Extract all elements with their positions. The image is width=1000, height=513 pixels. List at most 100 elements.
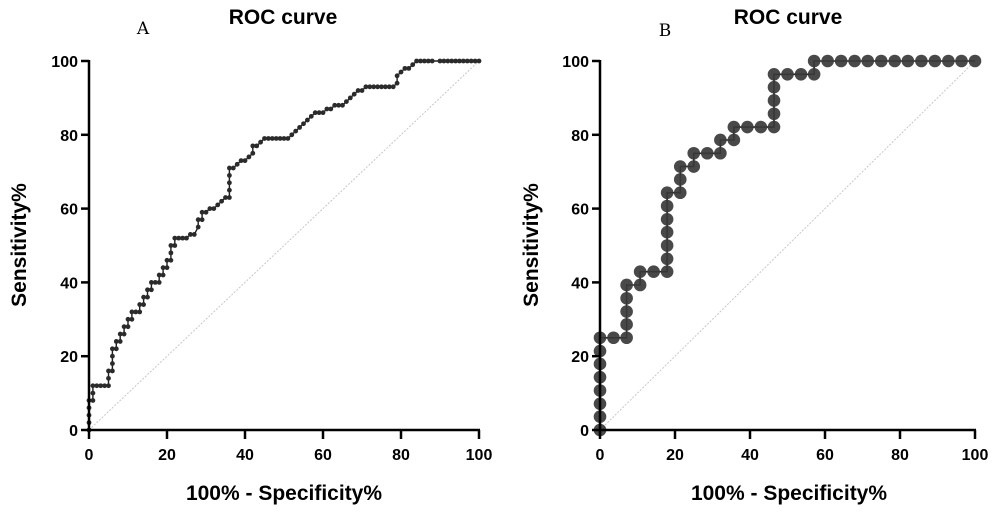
roc-data-point: [90, 390, 96, 396]
roc-data-point: [848, 54, 861, 68]
y-tick-label: 80: [571, 128, 589, 145]
roc-data-point: [98, 383, 104, 389]
roc-data-point: [472, 58, 478, 64]
y-axis-label: Sensitivity%: [8, 183, 31, 307]
roc-data-point: [102, 383, 107, 389]
roc-data-point: [141, 294, 147, 300]
roc-data-point: [234, 161, 240, 167]
y-axis-label: Sensitivity%: [520, 183, 543, 307]
roc-data-point: [149, 287, 154, 293]
roc-data-point: [277, 136, 283, 141]
roc-data-point: [250, 150, 256, 156]
roc-data-point: [714, 133, 727, 147]
roc-data-point: [238, 158, 244, 164]
roc-data-point: [168, 243, 174, 248]
roc-data-point: [344, 99, 349, 104]
roc-data-point: [620, 291, 633, 305]
roc-data-point: [968, 54, 982, 68]
roc-data-point: [386, 84, 392, 90]
roc-data-point: [620, 278, 633, 292]
roc-data-point: [394, 80, 400, 86]
chart-title: ROC curve: [229, 6, 338, 29]
roc-data-point: [781, 67, 794, 81]
roc-data-point: [633, 265, 647, 278]
roc-data-point: [242, 158, 248, 164]
roc-data-point: [942, 54, 955, 68]
roc-data-point: [414, 58, 419, 64]
roc-data-point: [117, 339, 123, 344]
roc-data-point: [324, 106, 330, 112]
roc-data-point: [258, 139, 263, 145]
roc-data-point: [145, 294, 150, 300]
roc-data-point: [351, 91, 357, 97]
roc-data-point: [113, 339, 119, 344]
roc-data-point: [834, 54, 848, 68]
roc-data-point: [390, 84, 396, 90]
roc-data-point: [620, 305, 633, 318]
roc-data-point: [152, 280, 158, 285]
roc-data-point: [293, 128, 299, 134]
roc-data-point: [347, 95, 353, 101]
roc-data-point: [418, 58, 423, 64]
roc-data-point: [266, 136, 271, 141]
roc-data-point: [441, 58, 447, 64]
roc-data-point: [184, 235, 189, 241]
roc-data-point: [160, 272, 166, 278]
roc-data-point: [246, 154, 252, 160]
roc-data-point: [129, 309, 135, 315]
y-tick-label: 0: [69, 423, 78, 440]
roc-data-point: [90, 383, 96, 389]
roc-data-point: [794, 67, 808, 81]
y-tick-label: 60: [571, 202, 589, 219]
roc-data-point: [928, 54, 942, 68]
roc-data-point: [767, 107, 781, 121]
y-tick-label: 80: [60, 128, 78, 145]
panel-label: A: [136, 19, 150, 39]
roc-data-point: [250, 143, 256, 149]
roc-data-point: [129, 316, 135, 322]
roc-data-point: [113, 346, 119, 352]
roc-data-point: [687, 146, 701, 160]
roc-data-point: [172, 243, 178, 248]
panel-label: B: [659, 21, 672, 41]
reference-diagonal-line: [88, 60, 480, 431]
roc-data-point: [727, 133, 741, 147]
x-tick-label: 20: [158, 447, 176, 464]
roc-data-point: [607, 331, 620, 345]
roc-data-point: [410, 62, 416, 68]
roc-data-point: [110, 353, 115, 359]
roc-data-point: [110, 346, 115, 352]
roc-data-point: [149, 280, 154, 285]
roc-data-point: [394, 73, 400, 79]
roc-data-point: [94, 383, 100, 389]
roc-data-point: [90, 398, 96, 403]
roc-data-point: [203, 209, 209, 215]
roc-data-point: [660, 213, 674, 226]
roc-data-point: [767, 67, 781, 81]
roc-data-point: [375, 84, 380, 90]
roc-data-point: [915, 54, 928, 68]
roc-data-point: [437, 58, 443, 64]
roc-data-point: [141, 302, 147, 307]
roc-data-point: [219, 198, 225, 204]
roc-data-point: [297, 125, 302, 130]
roc-data-point: [320, 110, 326, 116]
roc-data-point: [215, 202, 221, 208]
roc-data-point: [874, 54, 888, 68]
roc-data-point: [305, 117, 310, 123]
x-tick-label: 0: [85, 447, 94, 464]
y-tick-label: 60: [60, 202, 78, 219]
roc-data-point: [312, 110, 318, 116]
x-tick-label: 0: [596, 447, 605, 464]
roc-data-point: [254, 143, 260, 149]
roc-data-point: [620, 331, 633, 345]
x-tick-label: 100: [466, 447, 493, 464]
roc-data-point: [227, 180, 232, 186]
roc-data-point: [137, 309, 143, 315]
roc-data-point: [355, 88, 361, 93]
roc-data-point: [180, 235, 186, 241]
roc-data-point: [110, 368, 115, 374]
roc-data-point: [199, 217, 205, 223]
roc-data-point: [476, 58, 482, 64]
